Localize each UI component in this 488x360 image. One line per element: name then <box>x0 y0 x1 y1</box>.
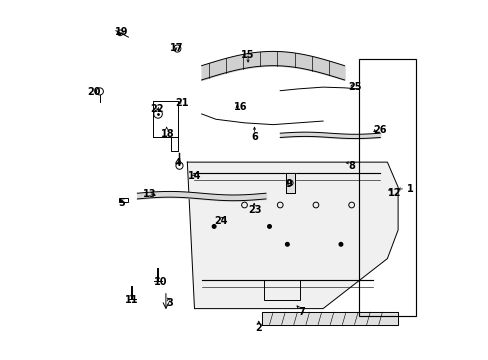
Text: 24: 24 <box>214 216 227 226</box>
Circle shape <box>212 225 216 228</box>
Text: 1: 1 <box>407 184 413 194</box>
Text: 21: 21 <box>175 98 188 108</box>
Text: 22: 22 <box>150 104 163 113</box>
Text: 10: 10 <box>154 277 167 287</box>
Text: 11: 11 <box>125 295 139 305</box>
Bar <box>358 59 415 316</box>
Text: 18: 18 <box>161 129 174 139</box>
Text: 3: 3 <box>166 298 172 308</box>
Circle shape <box>339 243 342 246</box>
Text: 26: 26 <box>373 125 386 135</box>
Polygon shape <box>285 173 294 193</box>
Text: 5: 5 <box>118 198 124 208</box>
Polygon shape <box>262 312 397 325</box>
Text: 7: 7 <box>298 307 305 317</box>
Polygon shape <box>187 162 397 309</box>
Bar <box>119 198 128 202</box>
Text: 13: 13 <box>143 189 156 199</box>
Text: 16: 16 <box>234 102 247 112</box>
Text: 9: 9 <box>285 179 292 189</box>
Circle shape <box>285 243 288 246</box>
Text: 15: 15 <box>241 50 254 60</box>
Bar <box>264 280 299 300</box>
Text: 6: 6 <box>251 132 258 142</box>
Text: 12: 12 <box>387 188 401 198</box>
Text: 14: 14 <box>187 171 201 181</box>
Text: 25: 25 <box>348 82 361 92</box>
Text: 19: 19 <box>114 27 128 37</box>
Text: 8: 8 <box>347 161 354 171</box>
Circle shape <box>267 225 271 228</box>
Text: 17: 17 <box>169 43 183 53</box>
Text: 23: 23 <box>248 205 262 215</box>
Text: 2: 2 <box>255 323 262 333</box>
Text: 20: 20 <box>87 87 101 98</box>
Text: 4: 4 <box>175 158 182 168</box>
